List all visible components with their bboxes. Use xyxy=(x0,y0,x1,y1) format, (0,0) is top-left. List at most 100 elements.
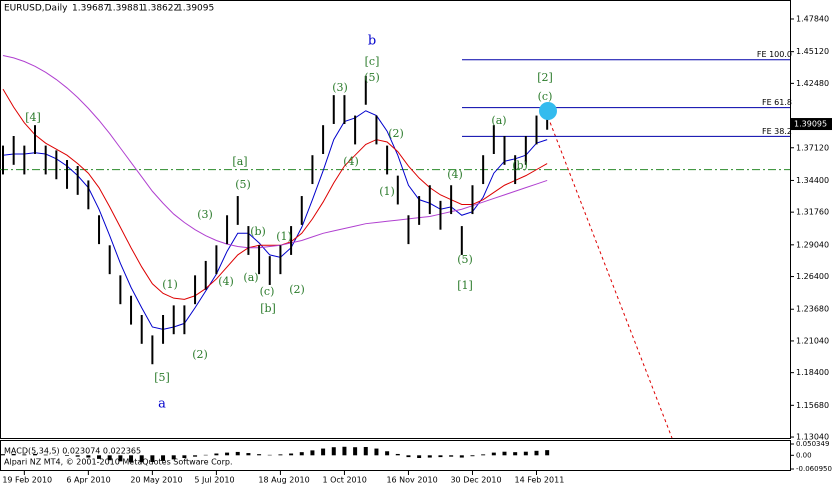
wave-label: (3) xyxy=(332,81,348,94)
target-marker xyxy=(539,102,557,120)
macd-bar xyxy=(257,454,262,456)
wave-label: (b) xyxy=(512,159,528,172)
y-tick-label: 1.37120 xyxy=(796,143,829,152)
macd-bar xyxy=(395,453,400,456)
wave-label: (2) xyxy=(388,127,404,140)
macd-bar xyxy=(150,455,155,463)
macd-bar xyxy=(139,455,144,463)
wave-label: (4) xyxy=(447,168,463,181)
price-box xyxy=(791,118,832,131)
wave-label: (1) xyxy=(379,185,395,198)
macd-bar xyxy=(310,450,315,456)
wave-label: b xyxy=(368,34,376,49)
wave-label: (2) xyxy=(192,348,208,361)
wave-label: (4) xyxy=(218,275,234,288)
y-tick-label: 1.15680 xyxy=(796,401,829,410)
wave-label: (a) xyxy=(243,271,258,284)
y-tick-label: 1.23680 xyxy=(796,305,829,314)
y-tick-label: 1.45120 xyxy=(796,47,829,56)
wave-label: [4] xyxy=(25,111,41,124)
x-tick-label: 19 Feb 2010 xyxy=(2,476,52,485)
x-tick-label: 6 Apr 2010 xyxy=(66,476,110,485)
x-tick-label: 14 Feb 2011 xyxy=(515,476,565,485)
wave-label: [b] xyxy=(260,302,276,315)
macd-bar xyxy=(33,453,38,456)
wave-label: (1) xyxy=(276,230,292,243)
macd-bar xyxy=(438,455,443,458)
macd-bar xyxy=(161,455,166,461)
macd-bar xyxy=(86,455,91,458)
macd-bar xyxy=(278,454,283,456)
wave-label: (b) xyxy=(250,225,266,238)
macd-bar xyxy=(299,452,304,456)
macd-bar xyxy=(129,455,134,463)
macd-bar xyxy=(171,455,176,460)
macd-bar xyxy=(235,451,240,456)
y-tick-label: 0.050349 xyxy=(796,440,829,448)
x-tick-label: 20 May 2010 xyxy=(130,476,182,485)
moving-average xyxy=(2,88,548,300)
y-tick-label: 1.29040 xyxy=(796,240,829,249)
macd-bar xyxy=(481,454,486,456)
credit: Alpari NZ MT4, © 2001-2010 MetaQuotes So… xyxy=(4,458,233,467)
macd-bar xyxy=(246,453,251,456)
macd-bar xyxy=(523,451,528,456)
macd-bar xyxy=(374,448,379,456)
wave-label: (5) xyxy=(235,178,251,191)
macd-bar xyxy=(11,453,16,456)
x-tick-label: 5 Jul 2010 xyxy=(194,476,234,485)
macd-bar xyxy=(182,455,187,459)
main-panel-frame xyxy=(0,0,791,439)
wave-label: (5) xyxy=(364,71,380,84)
x-tick-label: 18 Aug 2010 xyxy=(258,476,309,485)
x-tick-label: 16 Nov 2010 xyxy=(386,476,437,485)
y-tick-label: 1.42480 xyxy=(796,79,829,88)
macd-bar xyxy=(193,455,198,457)
fib-label: FE 61.8 xyxy=(762,98,792,107)
chart-title: EURUSD,Daily xyxy=(4,4,68,14)
y-tick-label: 1.31760 xyxy=(796,208,829,217)
wave-label: (4) xyxy=(343,155,359,168)
wave-label: [5] xyxy=(154,371,170,384)
last-price: 1.39095 xyxy=(794,120,827,129)
macd-bar xyxy=(225,452,230,456)
macd-bar xyxy=(342,446,347,456)
y-tick-label: 1.26400 xyxy=(796,272,829,281)
wave-label: (1) xyxy=(162,278,178,291)
wave-label: a xyxy=(158,397,166,412)
x-tick-label: 30 Dec 2010 xyxy=(450,476,501,485)
macd-bar xyxy=(107,455,112,461)
macd-bar xyxy=(449,455,454,457)
macd-bar xyxy=(470,455,475,457)
moving-average xyxy=(2,55,548,249)
macd-bar xyxy=(534,450,539,456)
x-tick-label: 1 Oct 2010 xyxy=(322,476,366,485)
macd-bar xyxy=(427,455,432,458)
y-tick-label: 1.18400 xyxy=(796,368,829,377)
wave-label: (c) xyxy=(538,90,553,103)
open: 1.39687 xyxy=(72,4,109,14)
y-tick-label: 1.13040 xyxy=(796,433,829,442)
macd-bar xyxy=(214,453,219,456)
y-tick-label: 0.00 xyxy=(796,451,812,459)
wave-label: [c] xyxy=(365,55,380,68)
high: 1.39881 xyxy=(107,4,144,14)
macd-bar xyxy=(331,447,336,456)
wave-label: [a] xyxy=(232,155,247,168)
moving-average xyxy=(2,110,548,330)
macd-bar xyxy=(502,451,507,456)
macd-bar xyxy=(385,451,390,456)
macd-bar xyxy=(417,455,422,459)
wave-label: (c) xyxy=(260,285,275,298)
macd-bar xyxy=(491,452,496,456)
macd-bar xyxy=(1,454,5,456)
macd-bar xyxy=(289,453,294,456)
fib-label: FE 100.0 xyxy=(757,50,792,59)
fib-label: FE 38.2 xyxy=(762,127,792,136)
macd-title: MACD(5,34,5) 0.023074 0.022365 xyxy=(4,447,141,456)
close: 1.39095 xyxy=(177,4,214,14)
macd-bar xyxy=(65,455,70,456)
wave-label: [1] xyxy=(457,279,473,292)
